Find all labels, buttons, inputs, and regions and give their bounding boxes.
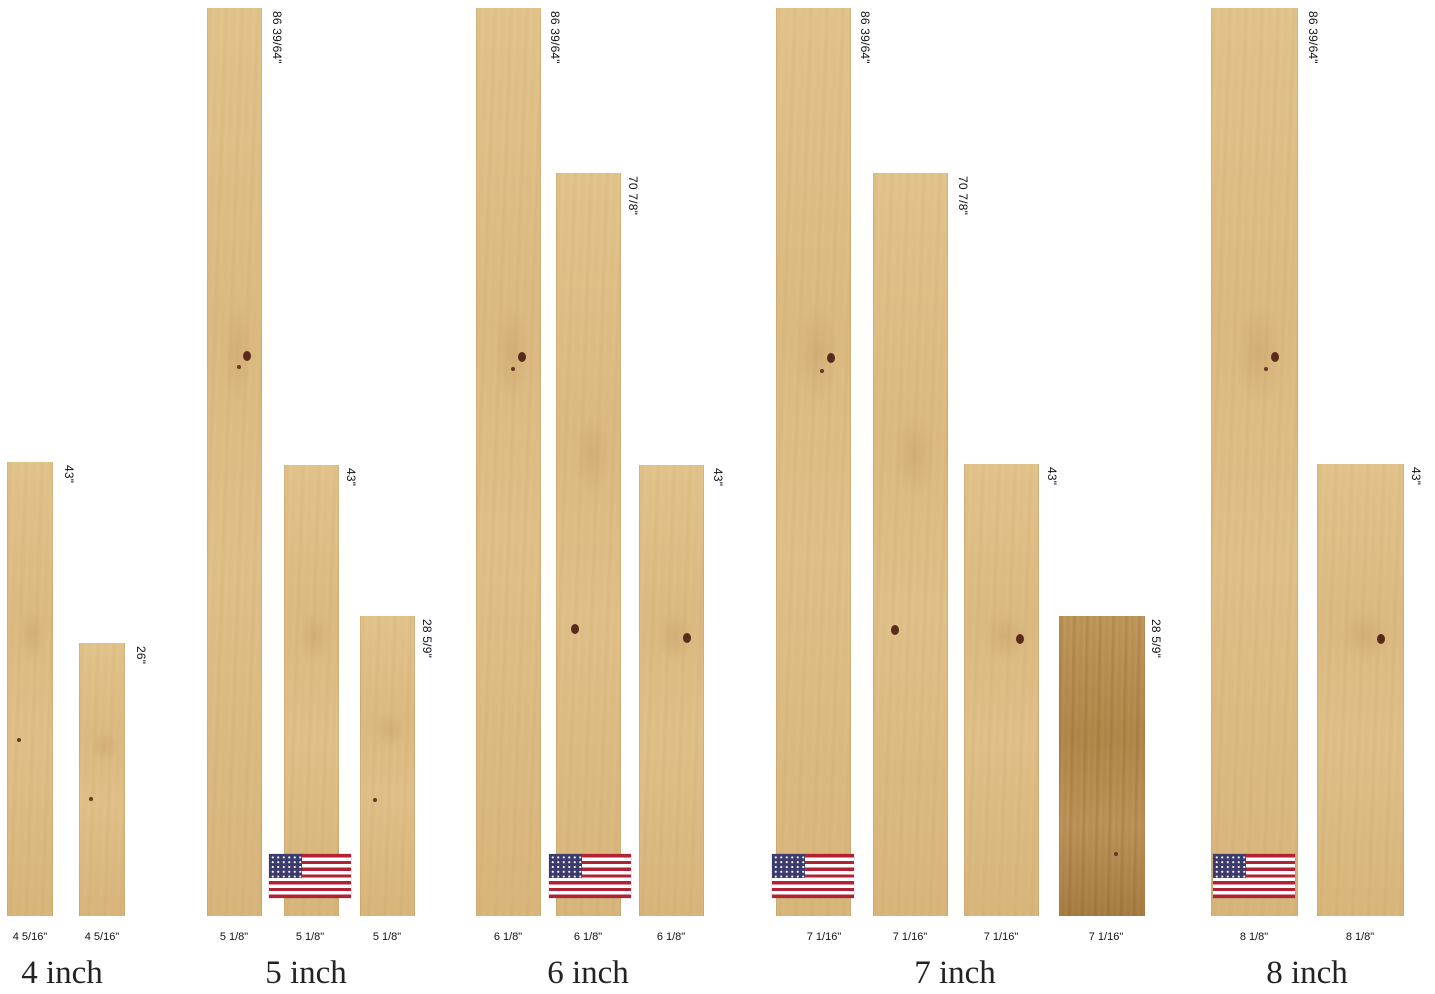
wood-knot	[17, 738, 21, 742]
plank-width-label: 7 1/16"	[806, 931, 842, 943]
wood-knot	[518, 352, 526, 362]
plank-length-label: 28 5/9"	[1149, 619, 1163, 659]
wood-knot	[373, 798, 377, 802]
plank-8in-43	[1317, 464, 1404, 916]
plank-width-label: 7 1/16"	[983, 931, 1019, 943]
wood-knot	[683, 633, 691, 643]
wood-knot	[1264, 367, 1268, 371]
wood-knot	[1271, 352, 1279, 362]
wood-knot	[820, 369, 824, 373]
plank-width-label: 7 1/16"	[892, 931, 928, 943]
plank-length-label: 86 39/64"	[1306, 11, 1320, 64]
us-flag-icon	[269, 854, 351, 898]
group-label-8-inch: 8 inch	[1266, 955, 1348, 991]
us-flag-icon	[1213, 854, 1295, 898]
plank-width-label: 6 1/8"	[573, 931, 603, 943]
plank-6in-86	[476, 8, 541, 916]
wood-knot	[571, 624, 579, 634]
plank-length-label: 26"	[134, 646, 148, 665]
wood-knot	[243, 351, 251, 361]
plank-length-label: 43"	[1409, 467, 1423, 486]
wood-knot	[1114, 852, 1118, 856]
plank-6in-70	[556, 173, 621, 916]
plank-width-label: 6 1/8"	[493, 931, 523, 943]
group-label-7-inch: 7 inch	[914, 955, 996, 991]
plank-width-label: 4 5/16"	[12, 931, 48, 943]
plank-width-label: 8 1/8"	[1345, 931, 1375, 943]
wood-knot	[827, 353, 835, 363]
plank-width-label: 5 1/8"	[372, 931, 402, 943]
plank-7in-43	[964, 464, 1039, 916]
plank-length-label: 70 7/8"	[956, 176, 970, 216]
plank-length-label: 43"	[1045, 467, 1059, 486]
group-label-6-inch: 6 inch	[547, 955, 629, 991]
plank-5in-43	[284, 465, 339, 916]
plank-length-label: 86 39/64"	[270, 11, 284, 64]
wood-knot	[1016, 634, 1024, 644]
wood-knot	[891, 625, 899, 635]
plank-4in-43	[7, 462, 53, 916]
plank-7in-70	[873, 173, 948, 916]
plank-length-label: 43"	[344, 468, 358, 487]
plank-length-label: 86 39/64"	[858, 11, 872, 64]
plank-length-label: 86 39/64"	[548, 11, 562, 64]
plank-length-label: 70 7/8"	[626, 176, 640, 216]
plank-6in-43	[639, 465, 704, 916]
plank-5in-28	[360, 616, 415, 916]
plank-7in-28	[1059, 616, 1145, 916]
wood-knot	[237, 365, 241, 369]
plank-4in-26	[79, 643, 125, 916]
plank-length-label: 28 5/9"	[420, 619, 434, 659]
plank-width-label: 8 1/8"	[1239, 931, 1269, 943]
plank-width-label: 4 5/16"	[84, 931, 120, 943]
wood-knot	[1377, 634, 1385, 644]
wood-knot	[511, 367, 515, 371]
group-label-4-inch: 4 inch	[21, 955, 103, 991]
plank-width-label: 5 1/8"	[219, 931, 249, 943]
plank-8in-86	[1211, 8, 1298, 916]
plank-7in-86	[776, 8, 851, 916]
us-flag-icon	[549, 854, 631, 898]
group-label-5-inch: 5 inch	[265, 955, 347, 991]
plank-length-label: 43"	[62, 465, 76, 484]
plank-length-label: 43"	[711, 468, 725, 487]
plank-width-label: 6 1/8"	[656, 931, 686, 943]
plank-width-label: 7 1/16"	[1088, 931, 1124, 943]
us-flag-icon	[772, 854, 854, 898]
plank-5in-86	[207, 8, 262, 916]
wood-knot	[89, 797, 93, 801]
plank-width-label: 5 1/8"	[295, 931, 325, 943]
